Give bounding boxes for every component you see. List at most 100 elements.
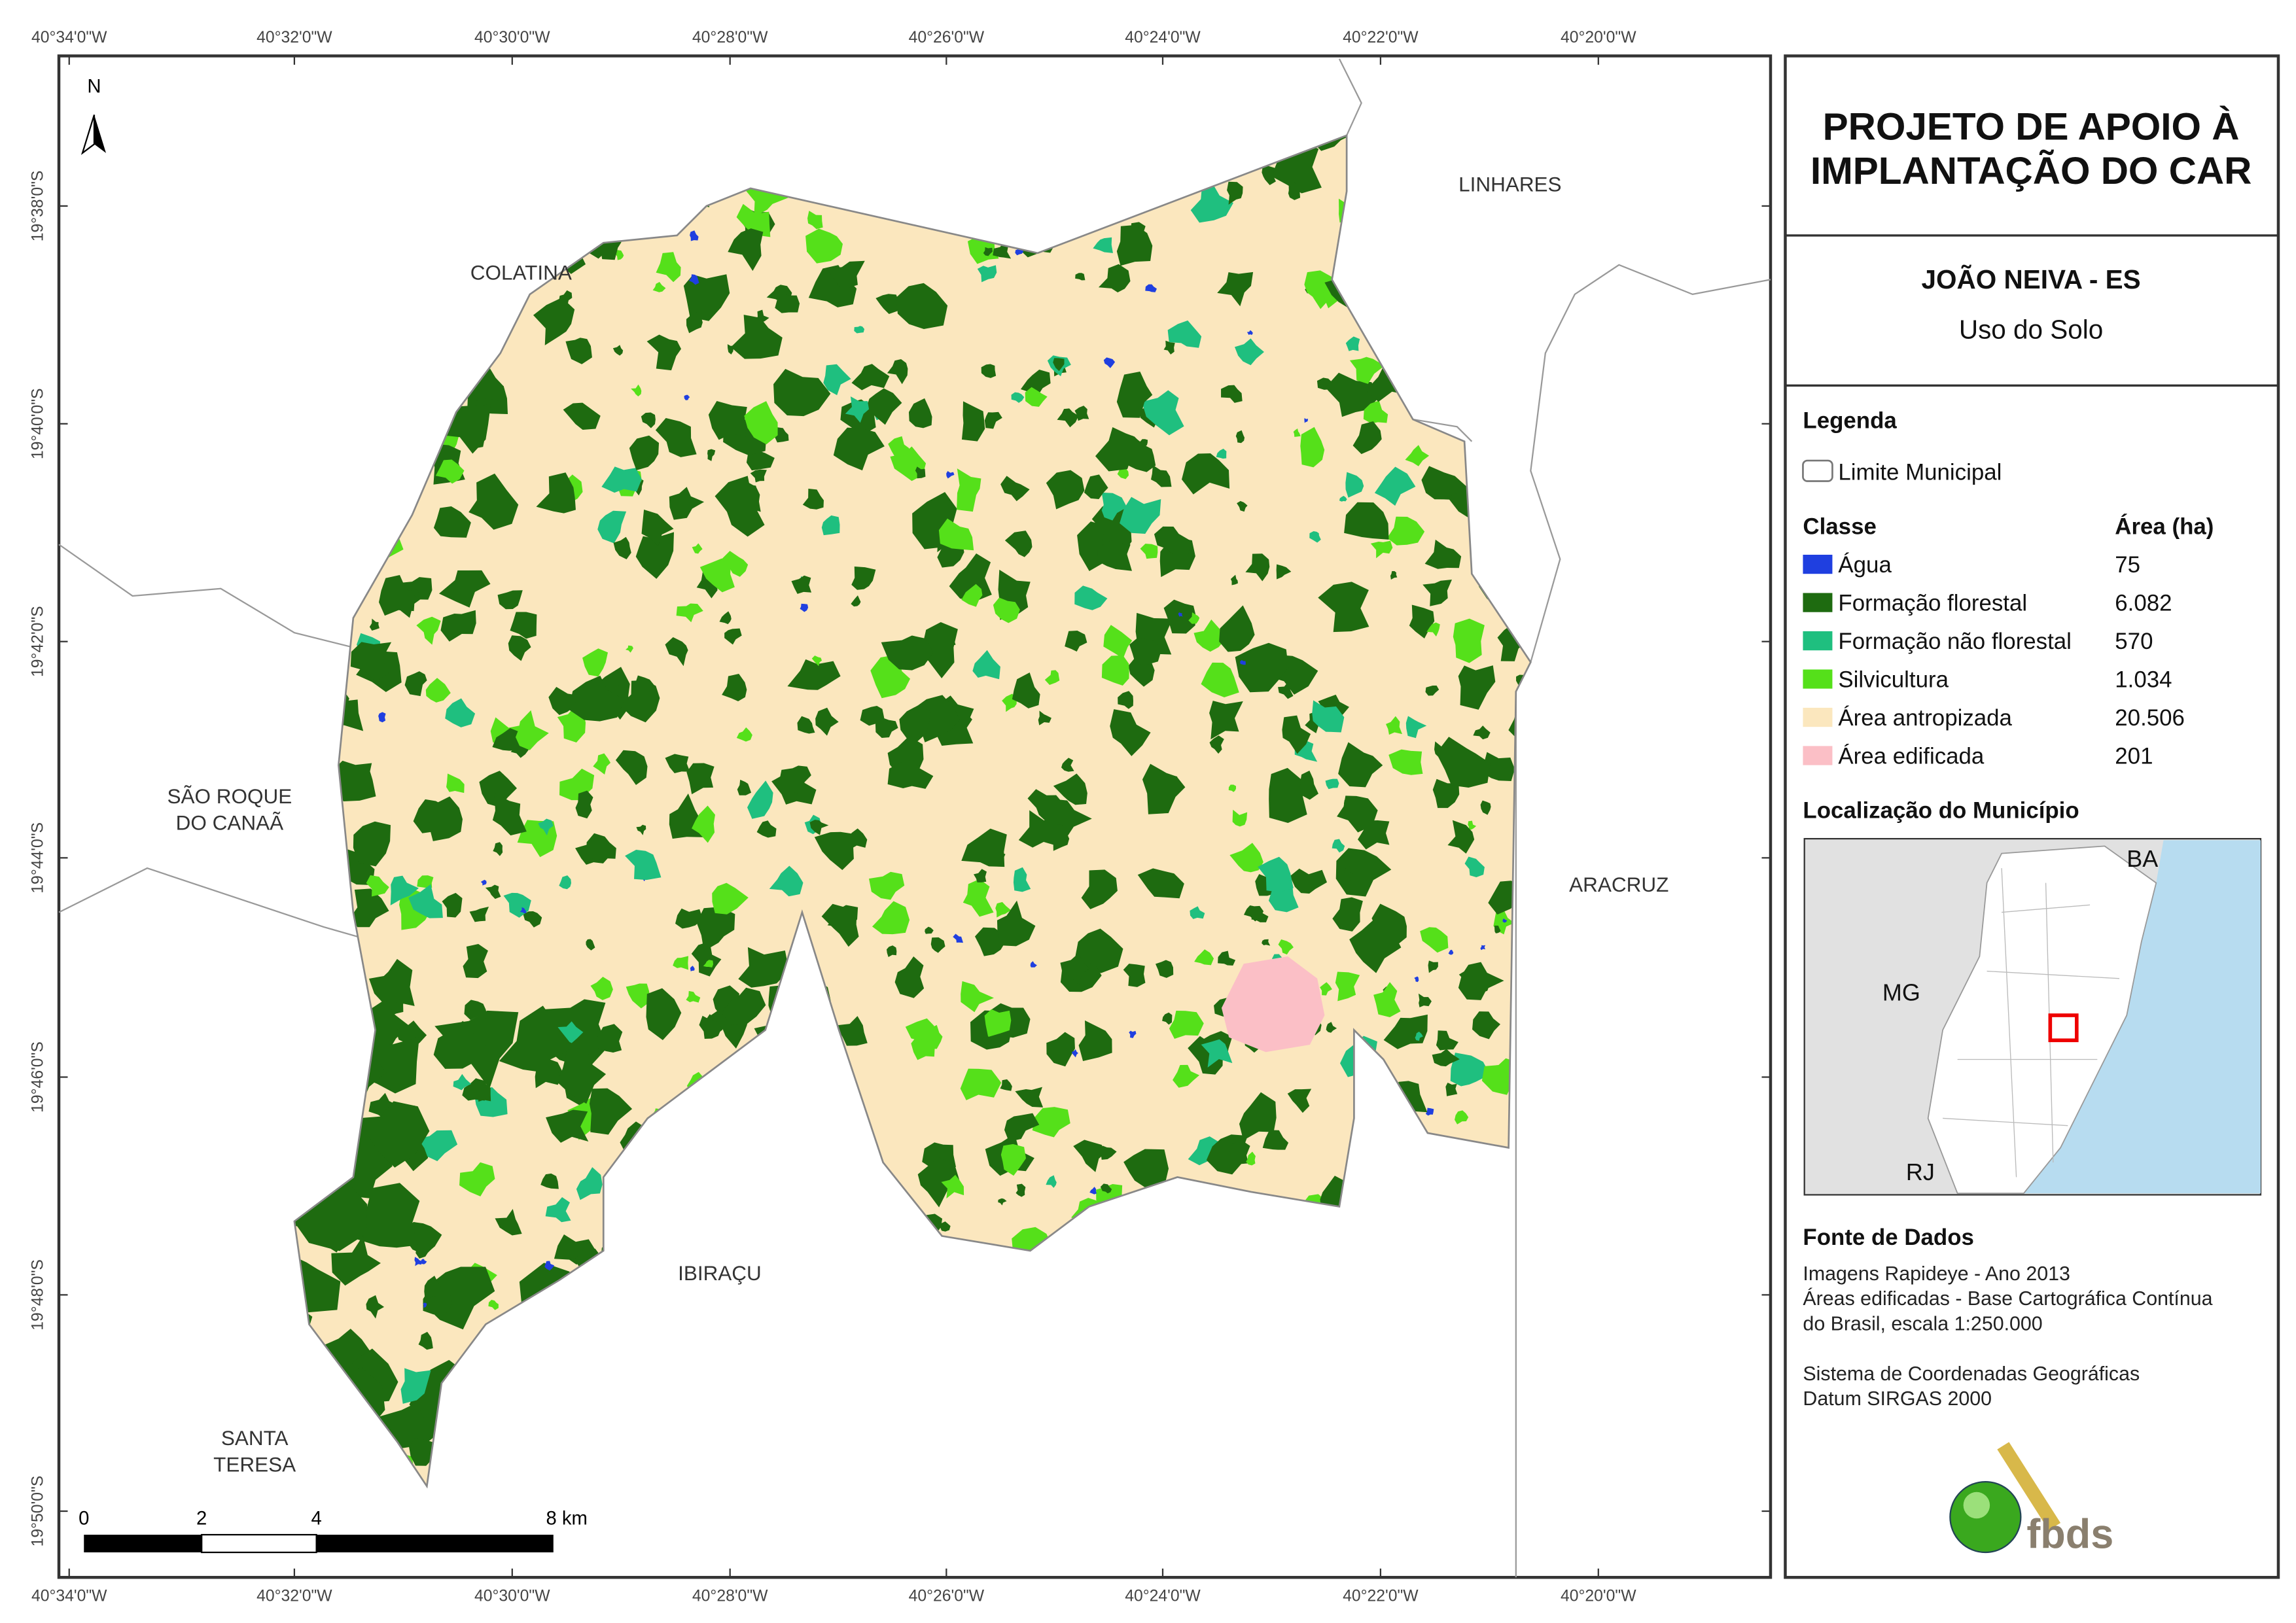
land-cover-patch [1293,428,1301,437]
land-cover-patch [686,990,701,1003]
place-name: TERESA [213,1452,296,1476]
class-name: Formação florestal [1838,590,2027,616]
land-cover-patch [636,824,646,835]
land-cover-patch [984,1009,1012,1038]
land-cover-patch [851,364,890,391]
land-cover-patch [1123,1149,1169,1188]
land-cover-patch [559,290,573,307]
class-swatch [1803,593,1833,612]
land-cover-patch [1288,183,1301,200]
land-cover-patch [626,983,651,1009]
land-cover-patch [533,297,575,345]
land-cover-patch [635,532,674,579]
land-cover-patch [540,1173,559,1189]
scale-label: 2 [196,1508,207,1529]
land-cover-patch [538,818,554,836]
land-cover-patch [408,1437,435,1466]
place-name: ARACRUZ [1569,873,1669,896]
land-cover-patch [1074,585,1108,610]
land-cover-patch [433,1021,486,1069]
longitude-label: 40°24'0"W [1125,29,1201,46]
land-cover-patch [545,1197,571,1223]
land-cover-patch [673,956,689,970]
land-cover-patch [1098,264,1131,292]
source-line: Sistema de Coordenadas Geográficas [1803,1363,2140,1385]
graticule: 40°34'0"W 40°34'0"W 40°32'0"W 40°32'0"W 40°3… [29,29,1771,1605]
land-cover-patch [1414,976,1419,983]
longitude-label: 40°34'0"W [31,1587,107,1605]
source-line: Datum SIRGAS 2000 [1803,1388,1992,1410]
land-cover-patch [1201,662,1239,697]
land-cover-patch [686,312,703,334]
land-cover-patch [523,911,542,928]
land-cover-patch [686,763,715,795]
land-cover-patch [1044,823,1070,851]
latitude-label: 19°44'0"S [29,822,46,894]
land-cover-patch [699,558,735,593]
land-cover-patch [1338,742,1383,788]
land-cover-patch [1345,336,1360,351]
land-cover-patch [854,326,865,334]
land-cover-patch [1387,516,1425,546]
land-cover-patch [1299,770,1318,800]
north-arrow: N [80,77,106,155]
land-cover-patch [589,1088,633,1135]
land-cover-patch [1453,618,1485,663]
land-cover-patch [690,966,695,971]
land-cover-patch [665,754,690,774]
land-cover-patch [336,765,376,801]
land-cover-patch [779,765,811,795]
longitude-label: 40°20'0"W [1561,29,1636,46]
land-cover-patch [722,551,749,577]
land-cover-patch [497,590,523,610]
land-cover-patch [1163,599,1196,634]
land-cover-patch [488,1300,499,1310]
land-cover-patch [1057,408,1079,428]
land-cover-patch [378,712,386,723]
land-cover-patch [769,865,804,897]
land-cover-patch [908,398,932,428]
scale-bar: 0 2 4 8 km [79,1508,588,1554]
land-cover-patch [366,1295,385,1319]
land-cover-patch [1012,672,1040,708]
land-cover-patch [1239,1092,1277,1141]
land-cover-patch [773,368,831,417]
land-cover-patch [1426,622,1440,637]
land-cover-patch [1374,466,1416,506]
land-cover-patch [684,394,690,400]
land-cover-patch [1278,682,1294,699]
land-cover-patch [331,1235,381,1286]
land-cover-patch [1370,540,1393,559]
land-cover-patch [615,750,648,786]
land-cover-patch [423,1302,427,1308]
land-cover-patch [1216,448,1227,459]
place-name: COLATINA [470,260,572,284]
land-cover-patch [1000,476,1030,502]
land-cover-patch [1084,474,1108,499]
land-cover-patch [1262,939,1271,946]
land-cover-patch [845,396,870,423]
land-cover-patch [480,879,487,886]
land-cover-patch [787,659,841,690]
land-cover-patch [368,1092,400,1119]
title-line: IMPLANTAÇÃO DO CAR [1810,149,2252,192]
land-cover-patch [408,884,443,918]
location-heading: Localização do Município [1803,798,2079,824]
longitude-label: 40°30'0"W [474,1587,550,1605]
land-cover-patch [1015,1087,1044,1108]
land-cover-patch [1140,544,1158,559]
land-cover-patch [1227,181,1243,205]
land-cover-patch [1004,531,1033,557]
land-cover-patch [1073,1140,1106,1172]
land-cover-patch [939,1221,951,1232]
north-arrow-right [94,114,106,153]
land-cover-patch [946,471,955,479]
land-cover-patch [1432,778,1460,809]
built-area [1221,956,1325,1053]
longitude-label: 40°26'0"W [909,29,985,46]
land-cover-patch [1344,502,1389,540]
place-labels: COLATINA LINHARES SÃO ROQUE DO CANAÃ ARACRUZ… [168,172,1669,1476]
land-cover-patch [446,773,465,794]
land-cover-patch [981,1035,993,1046]
